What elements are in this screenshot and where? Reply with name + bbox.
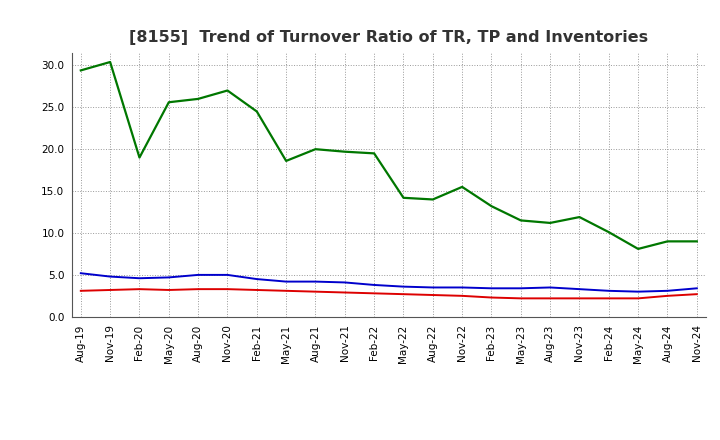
Trade Receivables: [282, 288, 290, 293]
Trade Payables: [282, 279, 290, 284]
Trade Payables: [428, 285, 437, 290]
Trade Receivables: [575, 296, 584, 301]
Trade Payables: [605, 288, 613, 293]
Inventories: [76, 68, 85, 73]
Trade Receivables: [546, 296, 554, 301]
Trade Receivables: [253, 287, 261, 293]
Trade Payables: [194, 272, 202, 278]
Trade Payables: [135, 275, 144, 281]
Trade Receivables: [428, 292, 437, 297]
Trade Payables: [164, 275, 173, 280]
Trade Receivables: [135, 286, 144, 292]
Trade Receivables: [194, 286, 202, 292]
Trade Payables: [487, 286, 496, 291]
Trade Receivables: [634, 296, 642, 301]
Line: Inventories: Inventories: [81, 62, 697, 249]
Trade Payables: [663, 288, 672, 293]
Inventories: [428, 197, 437, 202]
Inventories: [663, 239, 672, 244]
Inventories: [135, 155, 144, 160]
Trade Payables: [106, 274, 114, 279]
Trade Receivables: [605, 296, 613, 301]
Inventories: [311, 147, 320, 152]
Trade Payables: [223, 272, 232, 278]
Inventories: [634, 246, 642, 252]
Trade Receivables: [663, 293, 672, 298]
Trade Receivables: [223, 286, 232, 292]
Trade Receivables: [76, 288, 85, 293]
Trade Receivables: [311, 289, 320, 294]
Trade Payables: [76, 271, 85, 276]
Trade Payables: [546, 285, 554, 290]
Trade Payables: [634, 289, 642, 294]
Inventories: [693, 239, 701, 244]
Line: Trade Receivables: Trade Receivables: [81, 289, 697, 298]
Inventories: [516, 218, 525, 223]
Inventories: [253, 109, 261, 114]
Trade Payables: [253, 276, 261, 282]
Trade Receivables: [458, 293, 467, 298]
Trade Receivables: [164, 287, 173, 293]
Inventories: [341, 149, 349, 154]
Inventories: [194, 96, 202, 102]
Trade Payables: [370, 282, 379, 288]
Trade Receivables: [399, 292, 408, 297]
Inventories: [399, 195, 408, 201]
Trade Payables: [341, 280, 349, 285]
Trade Payables: [516, 286, 525, 291]
Trade Receivables: [341, 290, 349, 295]
Trade Receivables: [693, 292, 701, 297]
Trade Payables: [458, 285, 467, 290]
Inventories: [106, 59, 114, 65]
Inventories: [370, 151, 379, 156]
Inventories: [546, 220, 554, 226]
Title: [8155]  Trend of Turnover Ratio of TR, TP and Inventories: [8155] Trend of Turnover Ratio of TR, TP…: [129, 29, 649, 45]
Inventories: [458, 184, 467, 190]
Line: Trade Payables: Trade Payables: [81, 273, 697, 292]
Inventories: [487, 204, 496, 209]
Trade Payables: [575, 286, 584, 292]
Trade Payables: [311, 279, 320, 284]
Trade Receivables: [516, 296, 525, 301]
Trade Receivables: [370, 291, 379, 296]
Inventories: [223, 88, 232, 93]
Inventories: [605, 230, 613, 235]
Trade Receivables: [106, 287, 114, 293]
Inventories: [282, 158, 290, 164]
Inventories: [575, 214, 584, 220]
Inventories: [164, 99, 173, 105]
Trade Payables: [693, 286, 701, 291]
Trade Payables: [399, 284, 408, 289]
Trade Receivables: [487, 295, 496, 300]
